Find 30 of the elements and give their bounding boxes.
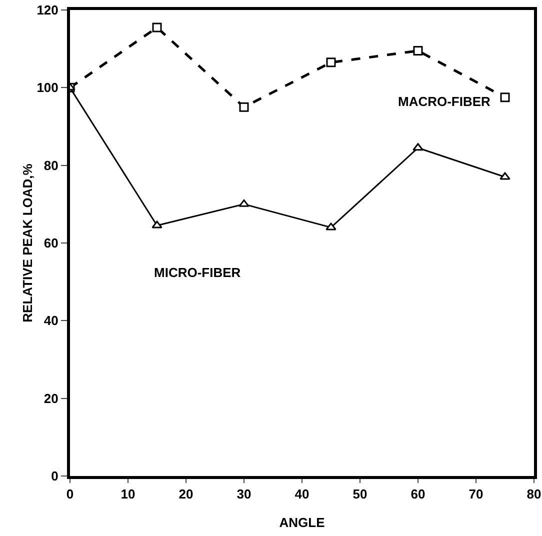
x-tick-label: 20	[178, 486, 194, 502]
x-tick-label: 30	[236, 486, 252, 502]
x-tick-label: 50	[352, 486, 368, 502]
point	[413, 46, 423, 56]
point	[238, 199, 250, 207]
y-tick-label: 120	[36, 2, 58, 18]
text: MICRO-FIBER	[154, 265, 242, 280]
x-tick-label: 10	[120, 486, 136, 502]
point	[500, 92, 510, 102]
point	[326, 58, 336, 68]
point	[326, 222, 336, 230]
point	[152, 220, 162, 228]
x-tick-label: 70	[468, 486, 484, 502]
y-tick-label: 0	[51, 468, 58, 484]
y-tick-label: 80	[44, 158, 58, 173]
y-tick-label: 20	[44, 390, 58, 406]
series-label: MACRO-FIBER	[398, 94, 492, 109]
y-axis-title: RELATIVE PEAK LOAD,%	[20, 163, 35, 322]
x-tick-label: 40	[294, 486, 310, 502]
point	[500, 172, 510, 180]
y-tick-label: 100	[36, 80, 58, 96]
point	[412, 143, 424, 151]
x-tick-label: 60	[410, 486, 426, 502]
point	[239, 102, 249, 112]
y-tick-label: 40	[44, 313, 58, 328]
x-tick-label: 0	[66, 486, 74, 502]
x-axis-title: ANGLE	[279, 515, 326, 530]
y-tick-label: 60	[44, 236, 58, 251]
point	[152, 22, 162, 32]
x-tick-label: 80	[526, 486, 542, 502]
